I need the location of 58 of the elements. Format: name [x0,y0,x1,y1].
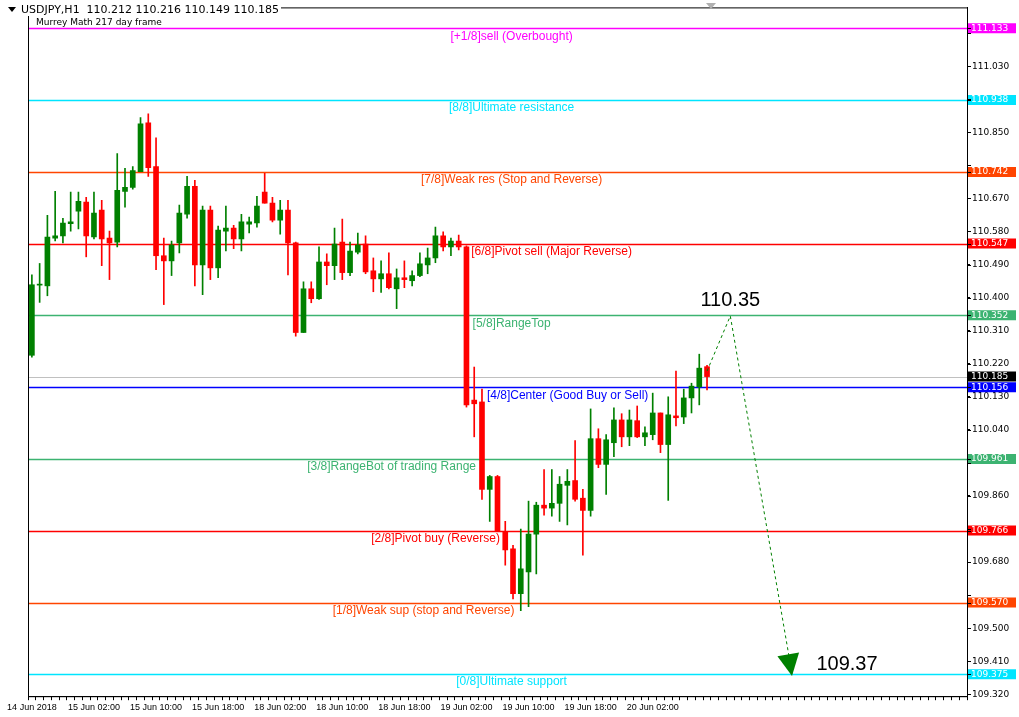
y-tick-label: 110.742 [971,166,1009,177]
ref-line-label: [3/8]RangeBot of trading Range [307,459,477,474]
y-tick-label: 110.185 [971,370,1009,381]
ref-line-label: [5/8]RangeTop [472,315,551,330]
y-tick-label: 110.156 [971,381,1009,392]
x-tick-label: 19 Jun 10:00 [502,702,555,713]
y-tick-label: 110.040 [972,424,1010,435]
y-tick-label: 109.570 [971,596,1009,607]
ref-line-label: [2/8]Pivot buy (Reverse) [371,530,500,545]
x-tick-label: 15 Jun 02:00 [67,702,120,713]
y-tick-label: 110.130 [972,391,1010,402]
y-tick-label: 109.375 [971,668,1009,679]
annotation: 110.35 [700,288,761,311]
annotation: 109.37 [816,651,878,674]
y-tick-label: 109.410 [972,655,1010,666]
candlestick [548,469,555,517]
y-tick-label: 109.766 [971,524,1009,535]
y-tick-label: 110.670 [972,192,1010,203]
y-tick-label: 110.220 [972,358,1010,369]
y-tick-label: 111.133 [971,22,1009,33]
candlestick [223,205,229,252]
y-tick-label: 110.490 [972,258,1010,269]
y-tick-label: 109.500 [972,622,1010,633]
y-tick-label: 109.680 [972,556,1010,567]
ref-line-label: [8/8]Ultimate resistance [448,100,575,115]
x-tick-label: 20 Jun 02:00 [626,702,679,713]
x-tick-label: 18 Jun 18:00 [378,702,431,713]
y-tick-label: 110.850 [972,126,1010,137]
y-tick-label: 109.860 [972,490,1010,501]
y-tick-label: 109.961 [971,453,1009,464]
x-tick-label: 18 Jun 02:00 [254,702,307,713]
ref-line-label: [4/8]Center (Good Buy or Sell) [486,387,649,402]
y-tick-label: 110.310 [972,325,1010,336]
ref-line-label: [0/8]Ultimate support [456,674,568,689]
y-tick-label: 110.352 [971,309,1009,320]
candlestick [541,469,547,516]
candlestick [122,167,128,208]
ref-line-label: [7/8]Weak res (Stop and Reverse) [420,172,603,187]
y-tick-label: 110.580 [972,225,1010,236]
x-tick-label: 15 Jun 18:00 [192,702,245,713]
candlestick [471,366,478,438]
x-tick-label: 15 Jun 10:00 [130,702,183,713]
x-tick-label: 18 Jun 10:00 [316,702,369,713]
y-tick-label: 111.030 [972,60,1010,71]
candlestick [378,260,384,293]
x-tick-label: 19 Jun 18:00 [564,702,617,713]
y-tick-label: 109.320 [972,688,1010,699]
y-tick-label: 110.547 [971,237,1009,248]
x-tick-label: 14 Jun 2018 [7,702,57,713]
y-tick-label: 110.400 [972,291,1010,302]
ref-line-label: [6/8]Pivot sell (Major Reverse) [471,243,632,258]
ref-line-label: [1/8]Weak sup (stop and Reverse) [332,602,515,617]
text: Murrey Math 217 day frame [36,17,162,27]
candlestick [323,253,330,286]
ref-line-label: [+1/8]sell (Overbought) [450,28,573,43]
x-tick-label: 19 Jun 02:00 [440,702,493,713]
chart-title: USDJPY,H1 110.212 110.216 110.149 110.185 [21,3,280,16]
y-tick-label: 110.938 [971,94,1009,105]
